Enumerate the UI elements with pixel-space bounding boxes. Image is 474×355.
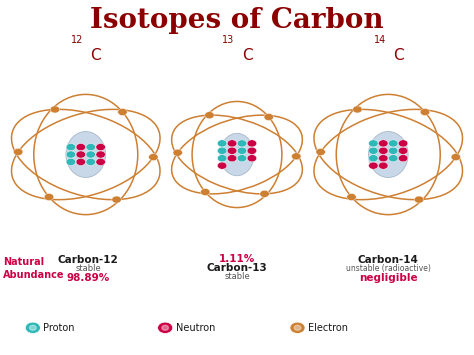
Text: C: C — [91, 48, 101, 63]
Circle shape — [398, 140, 408, 147]
Circle shape — [96, 143, 105, 151]
Circle shape — [379, 147, 388, 154]
Circle shape — [237, 155, 246, 162]
Circle shape — [201, 189, 210, 196]
Circle shape — [247, 155, 256, 162]
Circle shape — [420, 109, 430, 115]
Text: Neutron: Neutron — [175, 323, 215, 333]
Text: 98.89%: 98.89% — [66, 273, 110, 283]
Circle shape — [292, 153, 301, 160]
Text: Carbon-12: Carbon-12 — [58, 255, 118, 264]
Circle shape — [86, 151, 95, 158]
Text: 14: 14 — [374, 35, 386, 45]
Circle shape — [76, 158, 85, 165]
Circle shape — [228, 147, 237, 154]
Circle shape — [398, 147, 408, 154]
Circle shape — [290, 322, 305, 333]
Text: negligible: negligible — [359, 273, 418, 283]
Ellipse shape — [220, 133, 254, 176]
Circle shape — [398, 155, 408, 162]
Circle shape — [247, 147, 256, 154]
Circle shape — [96, 158, 105, 165]
Circle shape — [162, 325, 168, 330]
Circle shape — [112, 196, 121, 203]
Text: 13: 13 — [222, 35, 235, 45]
Circle shape — [353, 106, 362, 113]
Circle shape — [379, 155, 388, 162]
Circle shape — [13, 148, 23, 155]
Circle shape — [50, 106, 60, 113]
Text: Abundance: Abundance — [3, 270, 64, 280]
Circle shape — [389, 147, 398, 154]
Text: Proton: Proton — [43, 323, 75, 333]
Circle shape — [76, 143, 85, 151]
Circle shape — [173, 149, 182, 156]
Text: Carbon-14: Carbon-14 — [358, 255, 419, 264]
Circle shape — [66, 158, 76, 165]
Circle shape — [25, 322, 40, 333]
Circle shape — [29, 325, 36, 330]
Circle shape — [157, 322, 173, 333]
Circle shape — [369, 147, 378, 154]
Circle shape — [86, 143, 95, 151]
Ellipse shape — [368, 132, 408, 178]
Circle shape — [264, 114, 273, 121]
Text: unstable (radioactive): unstable (radioactive) — [346, 264, 431, 273]
Circle shape — [316, 148, 325, 155]
Circle shape — [86, 158, 95, 165]
Circle shape — [44, 193, 54, 201]
Text: Carbon-13: Carbon-13 — [207, 263, 267, 273]
Text: Electron: Electron — [308, 323, 348, 333]
Text: C: C — [242, 48, 252, 63]
Circle shape — [379, 162, 388, 169]
Circle shape — [218, 162, 227, 169]
Circle shape — [369, 140, 378, 147]
Circle shape — [414, 196, 424, 203]
Circle shape — [149, 154, 158, 160]
Circle shape — [218, 140, 227, 147]
Circle shape — [218, 147, 227, 154]
Circle shape — [66, 151, 76, 158]
Circle shape — [379, 140, 388, 147]
Circle shape — [369, 162, 378, 169]
Circle shape — [294, 325, 301, 330]
Text: Natural: Natural — [3, 257, 44, 267]
Circle shape — [228, 140, 237, 147]
Circle shape — [66, 143, 76, 151]
Circle shape — [347, 193, 356, 201]
Circle shape — [260, 190, 269, 197]
Text: stable: stable — [75, 264, 101, 273]
Circle shape — [228, 155, 237, 162]
Circle shape — [205, 112, 214, 119]
Circle shape — [237, 140, 246, 147]
Circle shape — [96, 151, 105, 158]
Circle shape — [369, 155, 378, 162]
Circle shape — [237, 147, 246, 154]
Text: Isotopes of Carbon: Isotopes of Carbon — [90, 7, 384, 34]
Text: 1.11%: 1.11% — [219, 254, 255, 264]
Circle shape — [389, 140, 398, 147]
Text: 12: 12 — [71, 35, 83, 45]
Text: C: C — [393, 48, 403, 63]
Ellipse shape — [66, 132, 106, 178]
Circle shape — [247, 140, 256, 147]
Circle shape — [218, 155, 227, 162]
Circle shape — [118, 109, 127, 115]
Circle shape — [389, 155, 398, 162]
Text: stable: stable — [224, 272, 250, 281]
Circle shape — [451, 154, 461, 160]
Circle shape — [76, 151, 85, 158]
